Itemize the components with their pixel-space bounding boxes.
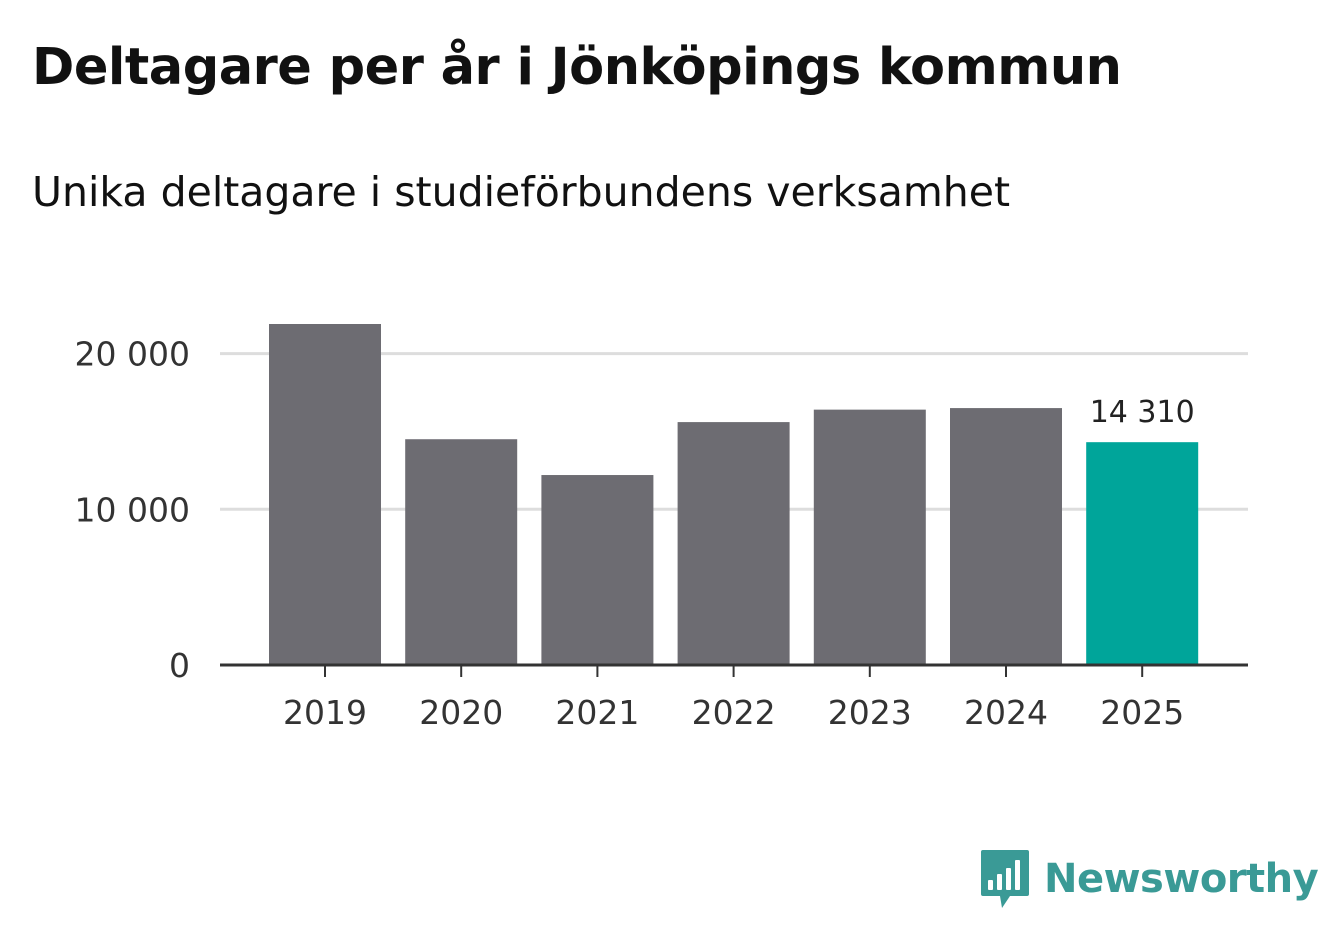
y-tick-label: 0 [169, 646, 190, 685]
data-labels: 14 310 [1090, 395, 1195, 430]
x-tick-label: 2024 [964, 693, 1048, 732]
bar-chart-speech-bubble-icon [981, 850, 1029, 908]
brand-name: Newsworthy [1044, 856, 1319, 902]
bar-2025 [1086, 442, 1199, 665]
bar-2019 [269, 324, 381, 665]
y-tick-label: 10 000 [75, 490, 190, 529]
y-axis-ticks: 0 10 000 20 000 [75, 335, 190, 685]
bar-2023 [813, 409, 926, 665]
x-tick-label: 2023 [828, 693, 912, 732]
bar-2020 [405, 439, 518, 665]
brand-logo: Newsworthy [980, 848, 1319, 910]
data-label-2025: 14 310 [1090, 395, 1195, 430]
chart-subtitle: Unika deltagare i studieförbundens verks… [32, 168, 1011, 216]
x-tick-label: 2021 [555, 693, 639, 732]
x-tick-label: 2022 [692, 693, 776, 732]
x-tick-label: 2025 [1100, 693, 1184, 732]
x-tick-label: 2020 [419, 693, 503, 732]
bar-2022 [677, 422, 790, 665]
chart-title: Deltagare per år i Jönköpings kommun [32, 38, 1122, 97]
x-axis-ticks: 2019 2020 2021 2022 2023 2024 2025 [283, 665, 1184, 732]
y-tick-label: 20 000 [75, 335, 190, 374]
bar-2021 [541, 475, 654, 665]
bar-2024 [950, 408, 1062, 665]
bars [269, 324, 1199, 665]
x-tick-label: 2019 [283, 693, 367, 732]
